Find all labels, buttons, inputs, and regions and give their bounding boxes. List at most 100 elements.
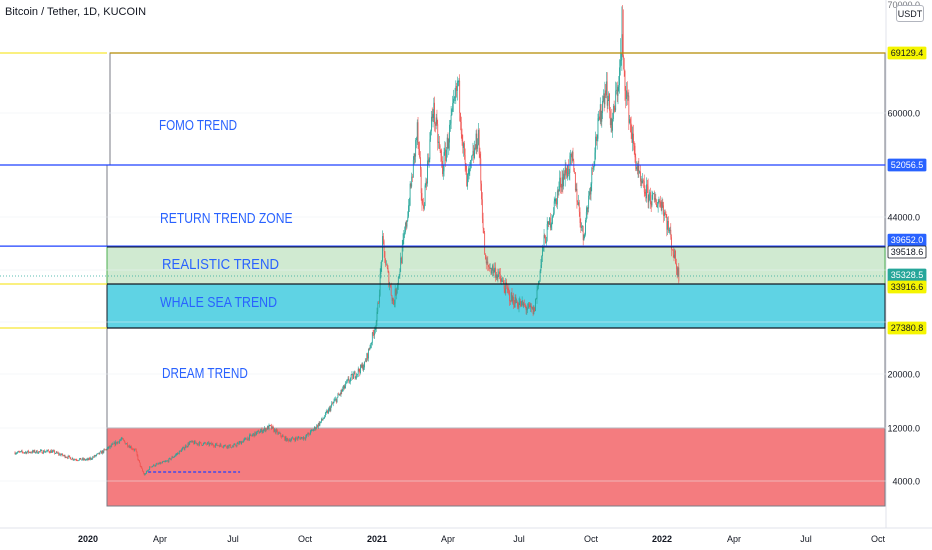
candle-body	[668, 220, 669, 231]
candle-body	[276, 429, 278, 431]
candle-body	[301, 437, 303, 438]
time-axis[interactable]: 2020 Apr Jul Oct 2021 Apr Jul Oct 2022 Apr Jul Oct	[0, 527, 932, 550]
annotation-whale-sea-trend: WHALE SEA TREND	[160, 294, 277, 311]
candle-body	[238, 442, 240, 445]
candle-body	[558, 186, 560, 192]
candle-body	[122, 438, 124, 440]
candle-body	[552, 216, 554, 218]
candle-body	[267, 426, 268, 430]
candle-body	[423, 205, 425, 209]
price-axis[interactable]: 4000.012000.020000.044000.060000.070000.…	[885, 0, 932, 528]
candle-body	[259, 431, 261, 433]
candle-body	[563, 173, 565, 187]
candle-body	[171, 456, 173, 459]
candle-body	[215, 443, 217, 445]
candle-body	[34, 450, 36, 453]
candle-body	[491, 270, 493, 274]
candle-body	[117, 441, 119, 443]
candle-body	[636, 166, 638, 171]
candle-body	[165, 461, 167, 462]
candle-body	[674, 250, 676, 259]
candle-body	[85, 459, 87, 461]
candle-body	[431, 116, 432, 132]
candle-body	[266, 428, 268, 430]
price-tag-33916.6[interactable]	[887, 280, 927, 294]
candle-body	[269, 425, 271, 426]
candle-body	[427, 160, 429, 163]
candle-body	[300, 437, 302, 440]
candle-body	[386, 264, 388, 269]
annotation-fomo-trend: FOMO TREND	[159, 117, 237, 134]
price-tag-39518.6[interactable]	[887, 245, 927, 259]
candle-body	[147, 469, 149, 471]
candle-body	[191, 440, 193, 442]
candle-body	[140, 466, 142, 468]
candle-body	[661, 202, 663, 211]
candle-body	[449, 124, 450, 143]
candle-body	[643, 180, 644, 182]
candle-body	[43, 450, 44, 454]
candle-body	[640, 180, 642, 182]
candle-body	[74, 459, 75, 461]
candle-body	[617, 87, 619, 96]
price-tick-label: 44000.0	[887, 213, 920, 223]
candle-body	[248, 437, 250, 440]
price-tag-52056.5[interactable]	[887, 158, 927, 172]
candle-body	[454, 96, 456, 98]
candle-body	[462, 140, 464, 148]
candle-body	[253, 433, 255, 437]
candle-body	[256, 432, 257, 435]
candle-body	[438, 141, 439, 143]
candle-body	[646, 184, 648, 187]
price-tag-69129.4[interactable]	[887, 46, 927, 60]
candle-body	[419, 157, 421, 170]
candle-body	[633, 133, 634, 145]
candle-body	[321, 418, 323, 420]
candle-body	[303, 437, 305, 439]
candle-body	[530, 306, 532, 308]
price-tag-text: 39518.6	[891, 247, 924, 257]
price-tag-27380.8[interactable]	[887, 321, 927, 335]
candle-body	[579, 211, 581, 223]
candle-body	[540, 264, 542, 271]
candle-body	[467, 174, 469, 175]
candle-body	[216, 443, 218, 446]
candle-body	[580, 222, 582, 228]
candle-body	[176, 454, 178, 455]
candle-body	[190, 441, 191, 443]
candle-body	[646, 184, 647, 199]
candle-body	[599, 116, 600, 120]
candle-body	[161, 462, 163, 464]
candle-body	[239, 441, 241, 443]
candle-body	[169, 458, 171, 459]
price-tick-label: 20000.0	[887, 370, 920, 380]
candle-body	[516, 302, 518, 304]
candle-body	[121, 438, 123, 439]
candle-body	[131, 448, 133, 450]
candle-body	[421, 193, 423, 204]
candle-body	[187, 443, 189, 447]
candle-body	[456, 81, 458, 91]
candle-body	[271, 426, 273, 429]
candle-body	[328, 409, 329, 414]
candle-body	[320, 421, 322, 423]
currency-button[interactable]: USDT	[896, 5, 924, 22]
candle-body	[38, 451, 40, 454]
candle-body	[396, 289, 398, 295]
candle-body	[245, 438, 247, 440]
candle-body	[181, 449, 183, 452]
candle-body	[380, 265, 382, 274]
candle-body	[127, 443, 128, 447]
candle-body	[510, 301, 511, 302]
candle-body	[204, 442, 206, 444]
candle-body	[446, 137, 448, 150]
candle-body	[444, 149, 446, 153]
candle-body	[591, 168, 593, 184]
candle-body	[463, 143, 465, 156]
candle-body	[468, 169, 470, 175]
candle-body	[592, 168, 593, 169]
candle-body	[676, 269, 678, 276]
candle-body	[471, 155, 473, 160]
candle-body	[388, 272, 390, 287]
